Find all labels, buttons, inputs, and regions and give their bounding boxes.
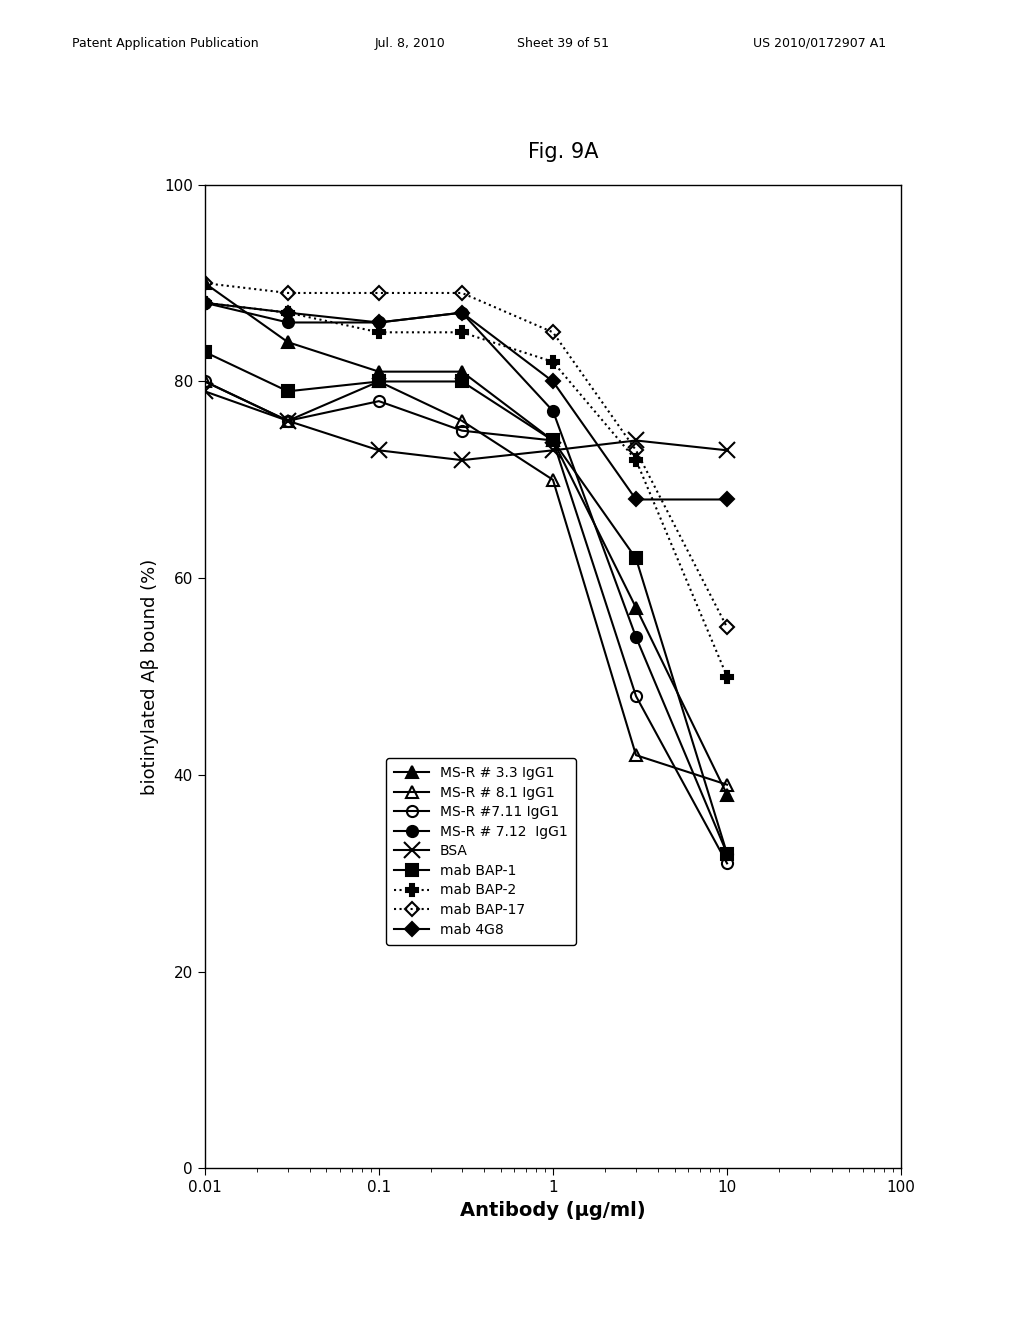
MS-R #7.11 IgG1 xyxy=(373,393,385,409)
MS-R # 3.3 IgG1 xyxy=(456,364,468,380)
MS-R # 3.3 IgG1 xyxy=(547,433,559,449)
MS-R #7.11 IgG1 xyxy=(630,688,642,704)
MS-R # 7.12  IgG1 xyxy=(456,305,468,321)
mab BAP-1 xyxy=(547,433,559,449)
Line: mab 4G8: mab 4G8 xyxy=(200,298,732,504)
Line: BSA: BSA xyxy=(198,384,734,467)
Text: Patent Application Publication: Patent Application Publication xyxy=(72,37,258,50)
MS-R # 8.1 IgG1 xyxy=(456,413,468,429)
mab 4G8 xyxy=(547,374,559,389)
MS-R # 7.12  IgG1 xyxy=(282,314,294,330)
mab 4G8 xyxy=(282,305,294,321)
BSA xyxy=(456,453,468,469)
Legend: MS-R # 3.3 IgG1, MS-R # 8.1 IgG1, MS-R #7.11 IgG1, MS-R # 7.12  IgG1, BSA, mab B: MS-R # 3.3 IgG1, MS-R # 8.1 IgG1, MS-R #… xyxy=(386,758,577,945)
mab BAP-2 xyxy=(373,325,385,341)
MS-R # 7.12  IgG1 xyxy=(721,846,733,862)
mab BAP-17 xyxy=(373,285,385,301)
MS-R # 3.3 IgG1 xyxy=(373,364,385,380)
MS-R # 8.1 IgG1 xyxy=(547,471,559,487)
mab 4G8 xyxy=(199,294,211,310)
mab BAP-2 xyxy=(199,294,211,310)
Line: MS-R # 8.1 IgG1: MS-R # 8.1 IgG1 xyxy=(200,376,732,791)
mab BAP-1 xyxy=(199,345,211,360)
mab 4G8 xyxy=(721,491,733,507)
BSA xyxy=(199,383,211,399)
mab BAP-1 xyxy=(373,374,385,389)
X-axis label: Antibody (μg/ml): Antibody (μg/ml) xyxy=(460,1201,646,1220)
mab BAP-1 xyxy=(456,374,468,389)
MS-R #7.11 IgG1 xyxy=(721,855,733,871)
MS-R # 3.3 IgG1 xyxy=(630,599,642,615)
mab BAP-17 xyxy=(721,619,733,635)
MS-R # 8.1 IgG1 xyxy=(721,776,733,792)
BSA xyxy=(282,413,294,429)
mab BAP-17 xyxy=(456,285,468,301)
mab 4G8 xyxy=(630,491,642,507)
MS-R # 8.1 IgG1 xyxy=(199,374,211,389)
MS-R #7.11 IgG1 xyxy=(456,422,468,438)
BSA xyxy=(373,442,385,458)
MS-R # 8.1 IgG1 xyxy=(373,374,385,389)
MS-R #7.11 IgG1 xyxy=(282,413,294,429)
MS-R #7.11 IgG1 xyxy=(199,374,211,389)
Line: MS-R #7.11 IgG1: MS-R #7.11 IgG1 xyxy=(200,376,732,869)
MS-R # 7.12  IgG1 xyxy=(630,630,642,645)
mab BAP-1 xyxy=(721,846,733,862)
Line: mab BAP-2: mab BAP-2 xyxy=(199,297,733,682)
BSA xyxy=(721,442,733,458)
Text: Sheet 39 of 51: Sheet 39 of 51 xyxy=(517,37,609,50)
MS-R # 8.1 IgG1 xyxy=(630,747,642,763)
MS-R # 8.1 IgG1 xyxy=(282,413,294,429)
mab BAP-17 xyxy=(547,325,559,341)
MS-R # 3.3 IgG1 xyxy=(199,275,211,290)
MS-R # 7.12  IgG1 xyxy=(547,403,559,418)
mab BAP-2 xyxy=(721,668,733,684)
MS-R #7.11 IgG1 xyxy=(547,433,559,449)
mab BAP-17 xyxy=(630,442,642,458)
Y-axis label: biotinylated Aβ bound (%): biotinylated Aβ bound (%) xyxy=(140,558,159,795)
Text: Fig. 9A: Fig. 9A xyxy=(528,141,598,162)
mab BAP-17 xyxy=(282,285,294,301)
mab BAP-2 xyxy=(282,305,294,321)
Line: MS-R # 7.12  IgG1: MS-R # 7.12 IgG1 xyxy=(200,297,732,859)
mab BAP-17 xyxy=(199,275,211,290)
mab BAP-1 xyxy=(282,383,294,399)
Line: mab BAP-1: mab BAP-1 xyxy=(200,346,732,859)
Text: Jul. 8, 2010: Jul. 8, 2010 xyxy=(374,37,445,50)
Text: US 2010/0172907 A1: US 2010/0172907 A1 xyxy=(753,37,886,50)
mab 4G8 xyxy=(373,314,385,330)
mab BAP-1 xyxy=(630,550,642,566)
MS-R # 7.12  IgG1 xyxy=(373,314,385,330)
MS-R # 3.3 IgG1 xyxy=(721,787,733,803)
BSA xyxy=(547,442,559,458)
mab BAP-2 xyxy=(630,453,642,469)
MS-R # 7.12  IgG1 xyxy=(199,294,211,310)
Line: mab BAP-17: mab BAP-17 xyxy=(200,279,732,632)
mab BAP-2 xyxy=(456,325,468,341)
BSA xyxy=(630,433,642,449)
Line: MS-R # 3.3 IgG1: MS-R # 3.3 IgG1 xyxy=(200,277,732,800)
mab BAP-2 xyxy=(547,354,559,370)
MS-R # 3.3 IgG1 xyxy=(282,334,294,350)
mab 4G8 xyxy=(456,305,468,321)
